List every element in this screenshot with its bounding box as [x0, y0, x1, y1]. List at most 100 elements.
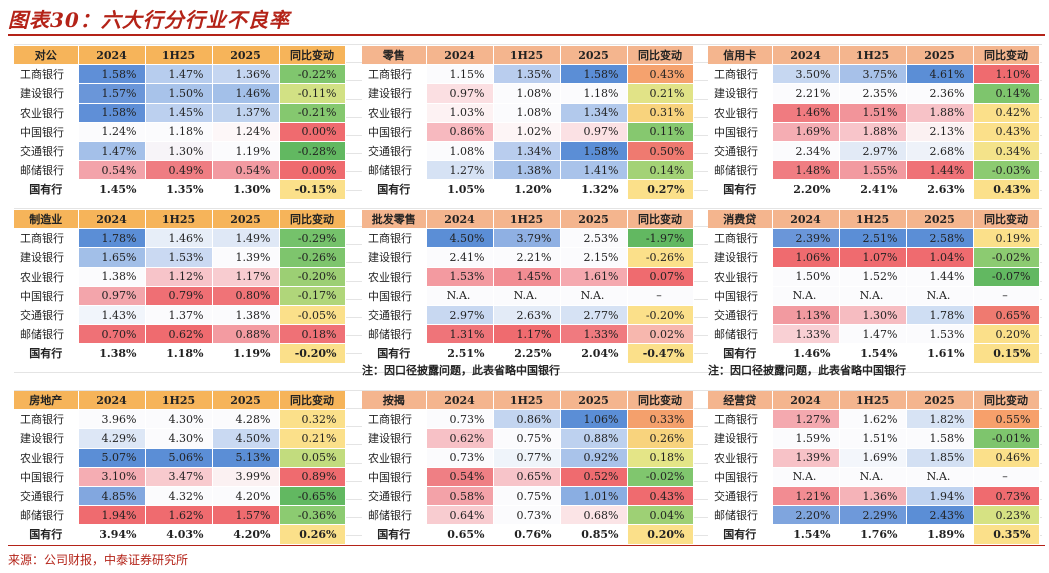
column-header: 1H25 [145, 210, 213, 230]
npl-value-cell: 5.07% [78, 448, 146, 468]
column-header: 同比变动 [973, 391, 1040, 411]
npl-value-cell: 1.85% [906, 448, 974, 468]
yoy-change-cell: 0.04% [627, 505, 694, 526]
column-header: 2025 [906, 391, 974, 411]
table-row: 农业银行 1.50% 1.52% 1.44% -0.07% [708, 267, 1040, 287]
npl-value-cell: 1.50% [772, 267, 840, 287]
bank-label: 交通银行 [14, 141, 79, 162]
column-header: 1H25 [145, 46, 213, 66]
npl-table: 制造业 2024 1H25 2025 同比变动 工商银行 1.78% 1.46% 1.49% -0… [14, 210, 346, 364]
npl-value-cell: 4.30% [145, 428, 213, 449]
table-row: 建设银行 1.59% 1.51% 1.58% -0.01% [708, 428, 1040, 449]
npl-value-cell: 0.75% [493, 428, 561, 449]
npl-value-cell: 3.50% [772, 64, 840, 85]
table-7: 房地产 2024 1H25 2025 同比变动 工商银行 3.96% 4.30% 4.28% 0.… [14, 391, 346, 545]
bank-label: 建设银行 [708, 428, 773, 449]
npl-value-cell: 1.08% [493, 103, 561, 123]
table-row: 交通银行 4.85% 4.32% 4.20% -0.65% [14, 486, 346, 507]
table-row: 工商银行 3.96% 4.30% 4.28% 0.32% [14, 409, 346, 430]
npl-value-cell: N.A. [493, 286, 561, 306]
table-8: 按揭 2024 1H25 2025 同比变动 工商银行 0.73% 0.86% 1.06% 0.3… [362, 391, 694, 545]
npl-value-cell: 0.54% [78, 160, 146, 181]
npl-value-cell: 1.51% [839, 428, 907, 449]
yoy-change-cell: 0.14% [627, 160, 694, 181]
yoy-change-cell: 0.34% [973, 141, 1040, 162]
npl-value-cell: 1.48% [772, 160, 840, 181]
npl-value-cell: N.A. [839, 286, 907, 306]
npl-value-cell: N.A. [560, 286, 628, 306]
yoy-change-cell: 0.05% [279, 448, 346, 468]
yoy-change-cell: 0.07% [627, 267, 694, 287]
npl-value-cell: 1.58% [560, 64, 628, 85]
npl-value-cell: 0.97% [560, 122, 628, 142]
npl-value-cell: 3.96% [78, 409, 146, 430]
npl-value-cell: 0.73% [426, 448, 494, 468]
bank-label: 农业银行 [708, 103, 773, 123]
table-category-header: 对公 [14, 46, 79, 66]
table-2: 零售 2024 1H25 2025 同比变动 工商银行 1.15% 1.35% 1.58% 0.4… [362, 46, 694, 200]
npl-value-cell: 1.24% [212, 122, 280, 142]
yoy-change-cell: -0.65% [279, 486, 346, 507]
total-value-cell: 1.54% [839, 343, 907, 364]
bank-label: 工商银行 [708, 409, 773, 430]
table-category-header: 消费贷 [708, 210, 773, 230]
npl-table: 消费贷 2024 1H25 2025 同比变动 工商银行 2.39% 2.51% 2.58% 0.… [708, 210, 1040, 364]
npl-value-cell: 1.51% [839, 103, 907, 123]
column-header: 2024 [772, 46, 840, 66]
table-row: 建设银行 0.97% 1.08% 1.18% 0.21% [362, 83, 694, 104]
total-value-cell: 0.76% [493, 524, 561, 545]
total-value-cell: 2.25% [493, 343, 561, 364]
npl-value-cell: 1.58% [560, 141, 628, 162]
total-yoy-cell: 0.26% [279, 524, 346, 545]
npl-value-cell: 1.34% [493, 141, 561, 162]
yoy-change-cell: 0.55% [973, 409, 1040, 430]
npl-value-cell: 2.43% [906, 505, 974, 526]
total-label: 国有行 [708, 524, 773, 545]
footer-divider [8, 545, 1045, 546]
bank-label: 工商银行 [708, 228, 773, 249]
npl-value-cell: 2.29% [839, 505, 907, 526]
npl-value-cell: 0.88% [560, 428, 628, 449]
yoy-change-cell: 0.33% [627, 409, 694, 430]
npl-value-cell: 2.13% [906, 122, 974, 142]
npl-value-cell: 1.30% [839, 305, 907, 326]
total-value-cell: 4.20% [212, 524, 280, 545]
npl-value-cell: 0.92% [560, 448, 628, 468]
table-9: 经营贷 2024 1H25 2025 同比变动 工商银行 1.27% 1.62% 1.82% 0.… [708, 391, 1040, 545]
npl-value-cell: 1.17% [212, 267, 280, 287]
npl-value-cell: 0.52% [560, 467, 628, 487]
yoy-change-cell: – [627, 286, 694, 306]
bank-label: 中国银行 [14, 467, 79, 487]
column-header: 1H25 [839, 391, 907, 411]
npl-value-cell: 1.50% [145, 83, 213, 104]
npl-value-cell: 0.79% [145, 286, 213, 306]
table-row: 交通银行 1.43% 1.37% 1.38% -0.05% [14, 305, 346, 326]
total-yoy-cell: -0.20% [279, 343, 346, 364]
total-row: 国有行 2.51% 2.25% 2.04% -0.47% [362, 343, 694, 364]
title-divider [8, 34, 1045, 36]
total-value-cell: 1.76% [839, 524, 907, 545]
npl-value-cell: 1.39% [212, 247, 280, 268]
bank-label: 建设银行 [362, 247, 427, 268]
total-row: 国有行 1.54% 1.76% 1.89% 0.35% [708, 524, 1040, 545]
bank-label: 交通银行 [362, 141, 427, 162]
yoy-change-cell: -0.02% [627, 467, 694, 487]
table-header-row: 批发零售 2024 1H25 2025 同比变动 [362, 210, 694, 230]
npl-table: 零售 2024 1H25 2025 同比变动 工商银行 1.15% 1.35% 1.58% 0.4… [362, 46, 694, 200]
npl-value-cell: 1.88% [906, 103, 974, 123]
npl-value-cell: 0.49% [145, 160, 213, 181]
npl-value-cell: 1.53% [426, 267, 494, 287]
bank-label: 建设银行 [708, 247, 773, 268]
total-value-cell: 2.51% [426, 343, 494, 364]
npl-value-cell: 4.20% [212, 486, 280, 507]
npl-value-cell: 4.50% [212, 428, 280, 449]
table-header-row: 制造业 2024 1H25 2025 同比变动 [14, 210, 346, 230]
yoy-change-cell: -0.17% [279, 286, 346, 306]
npl-value-cell: 1.43% [78, 305, 146, 326]
npl-value-cell: N.A. [426, 286, 494, 306]
bank-label: 邮储银行 [708, 324, 773, 345]
npl-value-cell: 1.58% [78, 103, 146, 123]
total-value-cell: 0.85% [560, 524, 628, 545]
npl-value-cell: 1.31% [426, 324, 494, 345]
column-header: 同比变动 [627, 46, 694, 66]
